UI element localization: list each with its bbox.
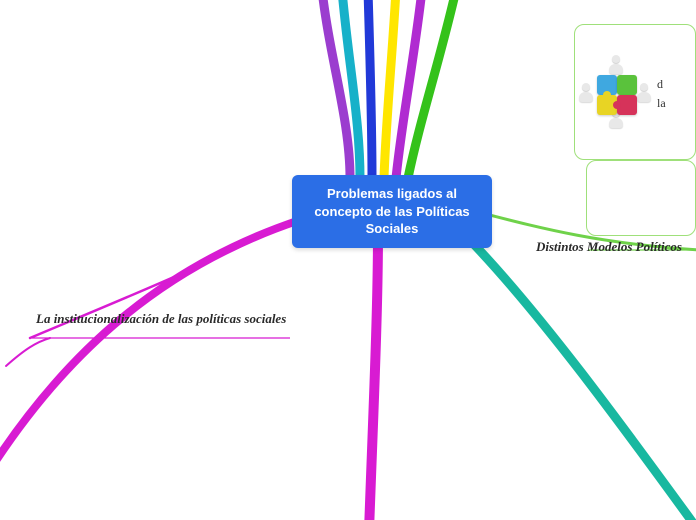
branch-label-modelos[interactable]: Distintos Modelos Políticos [536, 238, 696, 256]
mindmap-canvas: Problemas ligados al concepto de las Pol… [0, 0, 696, 520]
card-text: d la [657, 75, 666, 113]
card-puzzle[interactable]: d la [574, 24, 696, 160]
puzzle-illustration [581, 59, 651, 129]
center-topic[interactable]: Problemas ligados al concepto de las Pol… [292, 175, 492, 248]
branch-label-institucionalizacion[interactable]: La institucionalización de las políticas… [36, 310, 296, 328]
card-fragment-bottom [586, 160, 696, 236]
